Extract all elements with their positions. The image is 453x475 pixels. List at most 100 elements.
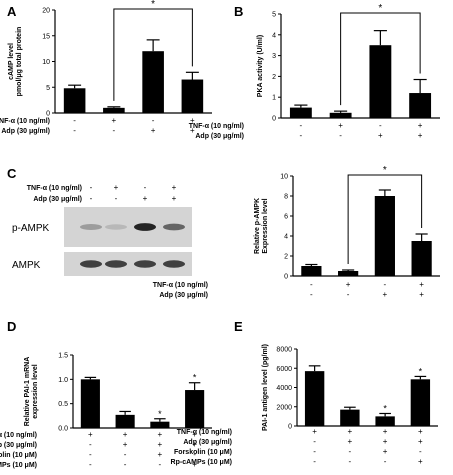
condition-sign: - [310, 280, 313, 289]
condition-sign: - [89, 440, 92, 449]
y-tick-label: 10 [280, 174, 288, 181]
condition-label: TNF-α (10 ng/ml) [27, 185, 82, 192]
condition-sign: - [89, 460, 92, 469]
condition-sign: - [152, 116, 155, 125]
condition-sign: + [418, 437, 423, 446]
bar [411, 241, 432, 276]
condition-sign: + [418, 131, 423, 140]
condition-sign: - [349, 457, 352, 466]
significance-star: * [383, 403, 387, 413]
bar [185, 390, 205, 428]
condition-sign: + [192, 440, 197, 449]
blot-band [80, 224, 102, 230]
bar [410, 379, 431, 426]
bar [289, 107, 312, 118]
y-tick-label: 0 [288, 424, 292, 431]
significance-star: * [378, 3, 382, 14]
y-axis-label-line: Expression level [262, 198, 269, 253]
condition-sign: + [418, 121, 423, 130]
condition-label: TNF-α (10 ng/ml) [0, 118, 50, 125]
condition-sign: - [349, 447, 352, 456]
condition-sign: + [419, 280, 424, 289]
condition-sign: + [190, 126, 195, 135]
western-blot-panel: C TNF-α (10 ng/ml) - + - + Adp (30 μg/ml) - - + + p… [7, 166, 192, 276]
significance-bracket [113, 8, 193, 101]
condition-sign: + [348, 427, 353, 436]
condition-sign: - [310, 290, 313, 299]
condition-sign: + [346, 280, 351, 289]
condition-label: Adp (30 μg/ml) [183, 439, 232, 446]
y-tick-label: 1.0 [58, 377, 68, 384]
chart-panel-3: 0 2 4 6 8 10 Relative p-AMPKExpression level * T… [153, 165, 440, 299]
condition-sign: + [383, 437, 388, 446]
panel-label: E [234, 319, 243, 334]
panel-label: A [7, 4, 17, 19]
y-axis-label: PAI-1 antigen level (pg/ml) [262, 344, 269, 431]
condition-label: Forskolin (10 μM) [0, 452, 37, 459]
condition-sign: + [312, 427, 317, 436]
bar [409, 93, 432, 118]
blot-band [105, 224, 127, 230]
condition-sign: + [378, 131, 383, 140]
bar [338, 271, 359, 276]
bar [304, 371, 325, 426]
y-axis-label-line: PAI-1 antigen level (pg/ml) [262, 344, 269, 431]
condition-sign: - [124, 460, 127, 469]
condition-sign: - [159, 460, 162, 469]
condition-sign: + [123, 440, 128, 449]
y-tick-label: 0.5 [58, 401, 68, 408]
bar [103, 107, 125, 113]
y-axis-label-line: cAMP level [8, 43, 15, 80]
chart-panel-1: A 0 5 10 15 20 cAMP levelpmol/μg total protein… [0, 0, 212, 135]
significance-star: * [419, 366, 423, 376]
significance-star: * [158, 409, 162, 419]
bar [63, 88, 86, 113]
y-tick-label: 2000 [276, 404, 292, 411]
blot-band [163, 260, 185, 268]
condition-sign: + [192, 430, 197, 439]
bar [181, 79, 204, 113]
y-axis-label-line: Relative p-AMPK [254, 198, 261, 254]
condition-sign: + [112, 116, 117, 125]
condition-sign: + [88, 430, 93, 439]
condition-sign: + [158, 450, 163, 459]
condition-sign: + [419, 290, 424, 299]
y-axis-label-line: expression level [32, 364, 39, 419]
bar [329, 112, 352, 118]
condition-label: TNF-α (10 ng/ml) [177, 429, 232, 436]
y-tick-label: 4 [284, 234, 288, 241]
condition-sign: - [300, 131, 303, 140]
condition-sign: + [158, 430, 163, 439]
condition-sign: - [313, 437, 316, 446]
y-tick-label: 0 [46, 111, 50, 118]
panel-label: D [7, 319, 16, 334]
y-tick-label: 8 [284, 194, 288, 201]
condition-sign: + [143, 194, 148, 203]
condition-sign: - [347, 290, 350, 299]
condition-sign: + [418, 427, 423, 436]
y-tick-label: 0.0 [58, 426, 68, 433]
condition-label: Adp (30 μg/ml) [195, 133, 244, 140]
bar [340, 409, 360, 426]
condition-sign: + [172, 194, 177, 203]
condition-sign: - [90, 183, 93, 192]
condition-sign: - [419, 447, 422, 456]
y-tick-label: 0 [284, 274, 288, 281]
condition-sign: + [114, 183, 119, 192]
significance-bracket [347, 174, 423, 264]
y-axis-label: Relative PAI-1 mRNAexpression level [24, 357, 39, 427]
condition-sign: - [73, 126, 76, 135]
y-axis-label: PKA activity (U/ml) [257, 35, 264, 97]
condition-sign: + [172, 183, 177, 192]
condition-label: Adp (30 μg/ml) [159, 292, 208, 299]
bar [375, 416, 395, 426]
condition-sign: + [190, 116, 195, 125]
condition-sign: - [313, 457, 316, 466]
y-tick-label: 6 [284, 214, 288, 221]
condition-label: Rp-cAMPs (10 μM) [171, 459, 232, 466]
significance-star: * [383, 165, 387, 176]
condition-sign: - [300, 121, 303, 130]
blot-band [134, 260, 156, 268]
condition-sign: + [192, 460, 197, 469]
